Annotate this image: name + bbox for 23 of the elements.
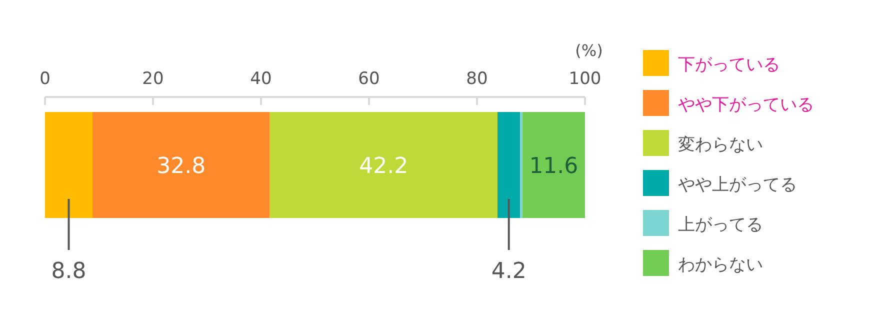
x-tick-label: 20	[142, 69, 164, 89]
x-tick-label: 100	[568, 69, 602, 89]
data-label: 32.8	[156, 154, 206, 179]
legend-label: 下がっている	[678, 55, 780, 75]
legend-label: やや下がっている	[678, 95, 814, 115]
data-label: 4.2	[491, 259, 526, 284]
legend-label: 変わらない	[678, 135, 763, 155]
bar	[92, 112, 270, 218]
bar	[45, 112, 93, 218]
legend-label: 上がってる	[678, 215, 763, 235]
x-tick-label: 0	[40, 69, 50, 89]
legend-label: わからない	[678, 255, 763, 275]
legend-label: やや上がってる	[678, 175, 797, 195]
data-label: 42.2	[359, 154, 408, 179]
bar	[270, 112, 498, 218]
x-tick-label: 80	[466, 69, 488, 89]
x-tick-label: 40	[250, 69, 272, 89]
data-label: 11.6	[529, 154, 578, 179]
x-axis-title: (%)	[575, 41, 603, 60]
bar	[498, 112, 520, 218]
bar	[522, 112, 585, 218]
x-tick-label: 60	[358, 69, 380, 89]
data-label: 8.8	[51, 259, 86, 284]
